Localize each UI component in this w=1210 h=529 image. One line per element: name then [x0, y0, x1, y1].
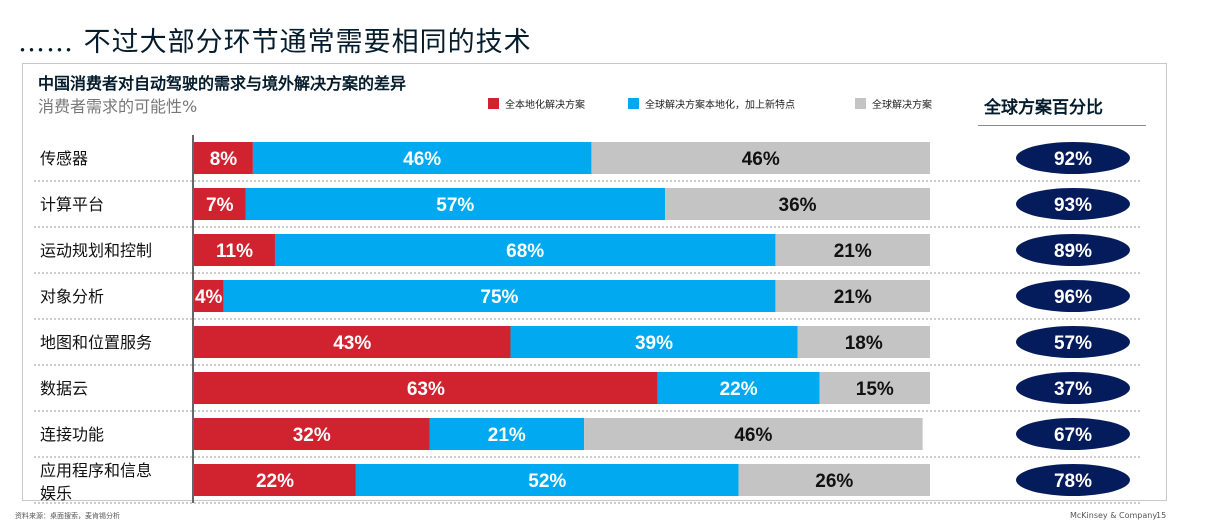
percent-badge [1016, 142, 1130, 174]
category-label: 数据云 [40, 379, 88, 398]
percent-badge-label: 78% [1054, 471, 1092, 492]
percent-badge [1016, 280, 1130, 312]
bar-segment [738, 464, 930, 496]
percent-badge [1016, 464, 1130, 496]
chart-frame [22, 63, 1167, 501]
bar-segment [657, 372, 820, 404]
data-label: 15% [856, 379, 894, 400]
footer-brand: McKinsey & Company [1070, 511, 1158, 520]
bar-segment [194, 326, 511, 358]
percent-badge-label: 92% [1054, 149, 1092, 170]
page-title: …… 不过大部分环节通常需要相同的技术 [18, 27, 532, 58]
data-label: 57% [436, 195, 474, 216]
percent-badge-label: 93% [1054, 195, 1092, 216]
data-label: 43% [333, 333, 371, 354]
legend-swatch-blue [628, 97, 639, 109]
data-label: 22% [720, 379, 758, 400]
bar-segment [194, 234, 275, 266]
percent-badge-label: 57% [1054, 333, 1092, 354]
data-label: 4% [195, 287, 223, 308]
data-label: 63% [407, 379, 445, 400]
bar-segment [429, 418, 585, 450]
bar-segment [797, 326, 930, 358]
category-label: 计算平台 [40, 195, 104, 214]
category-label: 运动规划和控制 [40, 241, 152, 260]
footer-source: 资料来源：桌面搜索，麦肯锡分析 [15, 512, 120, 520]
data-label: 11% [216, 241, 253, 262]
bar-segment [274, 234, 776, 266]
legend-item-global-localized: 全球解决方案本地化，加上新特点 [628, 96, 795, 111]
percent-badge [1016, 326, 1130, 358]
data-label: 39% [635, 333, 673, 354]
category-label: 传感器 [40, 149, 88, 168]
bar-segment [194, 464, 356, 496]
data-label: 21% [834, 241, 872, 262]
category-label: 连接功能 [40, 425, 104, 444]
legend-item-global: 全球解决方案 [855, 96, 932, 111]
bar-segment [775, 234, 930, 266]
bar-segment [510, 326, 798, 358]
bar-segment [775, 280, 930, 312]
data-label: 18% [845, 333, 883, 354]
footer-page-number: 15 [1156, 511, 1167, 520]
legend-swatch-gray [855, 97, 866, 109]
bar-segment [194, 188, 246, 220]
percent-badge [1016, 418, 1130, 450]
legend-item-full-local: 全本地化解决方案 [488, 96, 585, 111]
legend-label: 全球解决方案本地化，加上新特点 [645, 99, 795, 111]
bar-segment [194, 142, 253, 174]
percent-badge [1016, 234, 1130, 266]
bar-segment [584, 418, 923, 450]
data-label: 46% [734, 425, 772, 446]
data-label: 7% [206, 195, 234, 216]
bar-segment [355, 464, 739, 496]
data-label: 32% [293, 425, 331, 446]
category-label: 地图和位置服务 [40, 333, 152, 352]
bar-segment [194, 280, 224, 312]
percent-badge [1016, 372, 1130, 404]
chart-title: 中国消费者对自动驾驶的需求与境外解决方案的差异 [38, 74, 407, 93]
bar-segment [194, 372, 658, 404]
bar-segment [665, 188, 930, 220]
data-label: 46% [742, 149, 780, 170]
data-label: 46% [403, 149, 441, 170]
bar-segment [591, 142, 930, 174]
percent-badge-label: 89% [1054, 241, 1092, 262]
chart-subtitle: 消费者需求的可能性% [38, 97, 198, 116]
bar-segment [194, 418, 430, 450]
legend-label: 全本地化解决方案 [505, 99, 585, 111]
percent-badge-label: 96% [1054, 287, 1092, 308]
data-label: 8% [210, 149, 238, 170]
data-label: 21% [488, 425, 526, 446]
percent-badge-label: 37% [1054, 379, 1092, 400]
data-label: 52% [528, 471, 566, 492]
bar-segment [245, 188, 666, 220]
data-label: 75% [480, 287, 518, 308]
bar-segment [223, 280, 776, 312]
right-column-underline [978, 125, 1146, 126]
bar-segment [252, 142, 592, 174]
data-label: 21% [834, 287, 872, 308]
category-label: 对象分析 [40, 287, 104, 306]
right-column-title: 全球方案百分比 [984, 98, 1103, 118]
category-label: 应用程序和信息娱乐 [40, 461, 152, 503]
percent-badge-label: 67% [1054, 425, 1092, 446]
data-label: 22% [256, 471, 294, 492]
data-label: 26% [815, 471, 853, 492]
data-label: 36% [779, 195, 817, 216]
data-label: 68% [506, 241, 544, 262]
legend-swatch-red [488, 97, 499, 109]
percent-badge [1016, 188, 1130, 220]
bar-segment [819, 372, 930, 404]
legend-label: 全球解决方案 [872, 99, 932, 111]
